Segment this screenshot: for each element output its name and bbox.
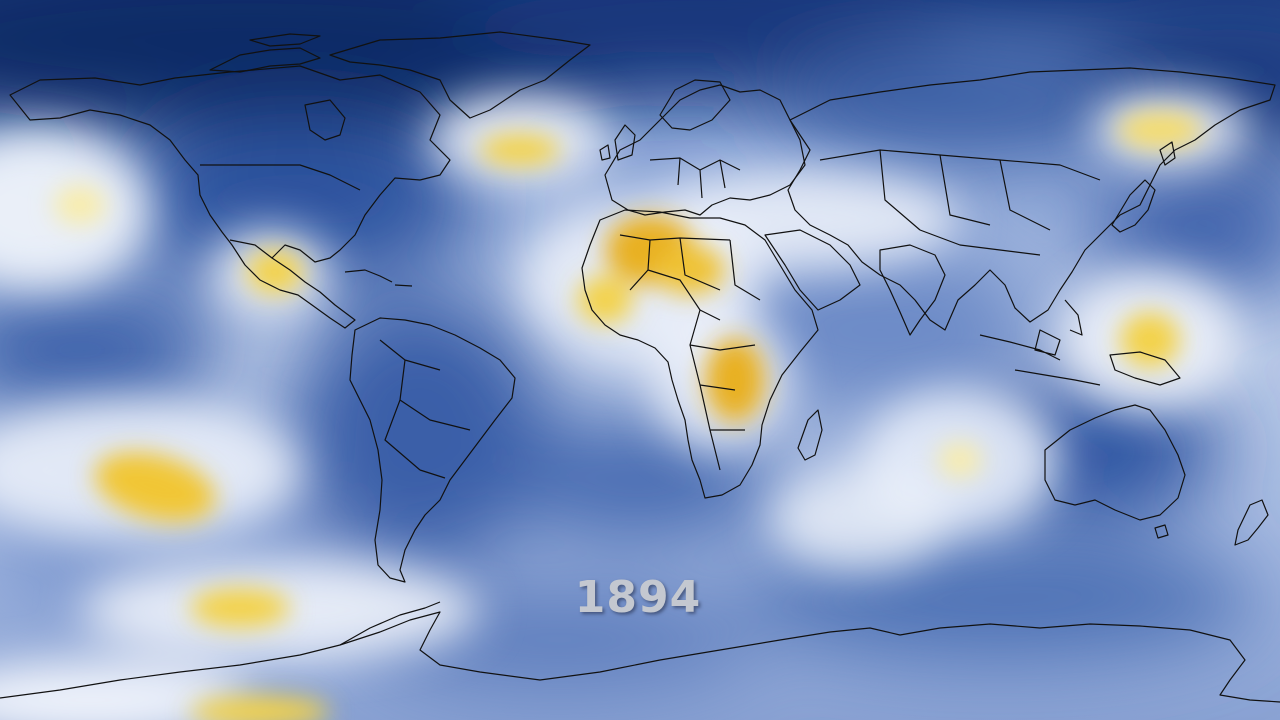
canadian-islands-outline xyxy=(209,33,321,73)
asia-outline xyxy=(787,67,1276,331)
hudson-bay-outline xyxy=(304,99,346,141)
japan-outline xyxy=(1111,141,1176,233)
africa-borders xyxy=(619,234,761,471)
antarctic-peninsula xyxy=(339,601,441,646)
uk-outline xyxy=(599,124,636,161)
south-america-outline xyxy=(349,317,516,583)
scandinavia-outline xyxy=(659,79,731,131)
us-mexico-border xyxy=(229,239,273,259)
new-zealand-outline xyxy=(1234,499,1269,546)
india-outline xyxy=(879,244,946,336)
north-america-outline xyxy=(9,65,451,329)
southeast-asia-islands xyxy=(979,299,1101,386)
antarctica-outline xyxy=(0,611,1280,703)
europe-borders xyxy=(649,157,741,199)
africa-outline xyxy=(581,209,819,499)
madagascar-outline xyxy=(797,409,823,461)
australia-outline xyxy=(1044,404,1186,521)
coastlines xyxy=(0,31,1280,703)
asia-borders xyxy=(819,149,1101,256)
us-canada-border xyxy=(200,164,361,191)
europe-outline xyxy=(604,84,806,216)
greenland-outline xyxy=(329,31,591,119)
tasmania-outline xyxy=(1154,524,1169,539)
arabia-outline xyxy=(764,229,861,311)
caribbean-islands xyxy=(344,269,413,287)
new-guinea-outline xyxy=(1109,351,1181,386)
year-label: 1894 xyxy=(574,572,702,623)
south-america-borders xyxy=(379,339,471,479)
